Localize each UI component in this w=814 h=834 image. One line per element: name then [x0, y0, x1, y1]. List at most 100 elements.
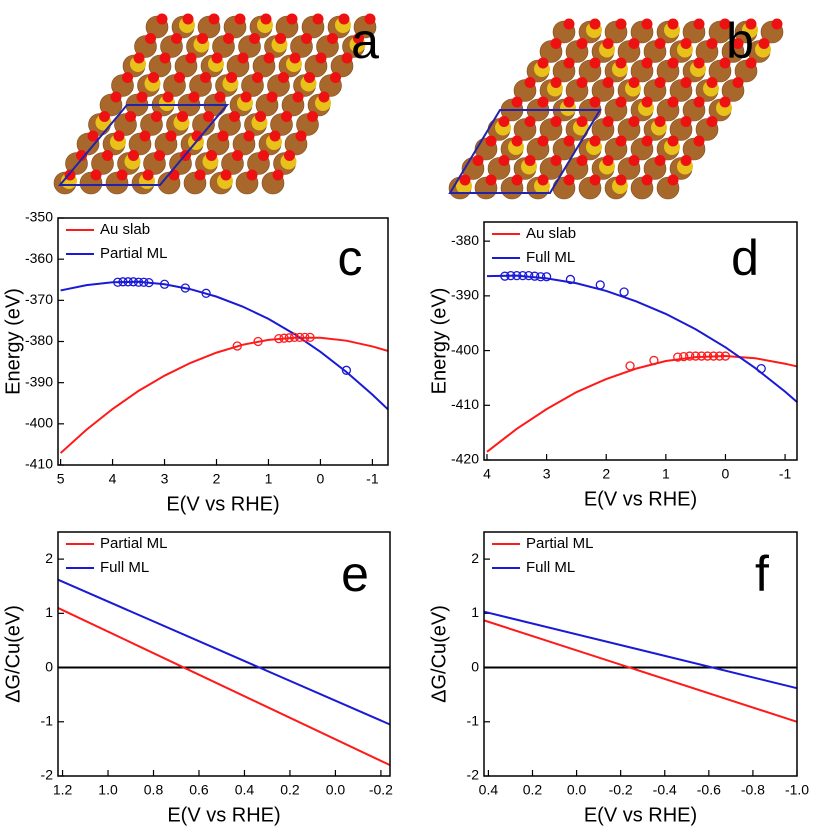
x-axis-title: E(V vs RHE): [166, 493, 279, 515]
line: [487, 276, 797, 402]
atom: [668, 19, 679, 30]
x-tick-label: 0.0: [326, 782, 346, 798]
x-tick-label: 5: [57, 471, 65, 487]
panel-label: c: [338, 230, 363, 286]
atom: [293, 92, 304, 103]
atom: [252, 72, 263, 83]
x-tick-label: -1.0: [785, 782, 809, 798]
atom: [203, 111, 214, 122]
atom: [232, 150, 243, 161]
atom: [281, 111, 292, 122]
atom: [145, 33, 156, 44]
x-tick-label: 0: [317, 471, 325, 487]
panel-label: f: [755, 546, 769, 602]
atom: [642, 58, 653, 69]
x-tick-label: -0.8: [741, 782, 765, 798]
atom: [668, 136, 679, 147]
x-tick-label: 1.2: [53, 782, 73, 798]
marker: [596, 281, 604, 289]
x-tick-label: -0.4: [653, 782, 677, 798]
x-tick-label: -1: [779, 466, 792, 482]
atom: [681, 116, 692, 127]
atom: [681, 155, 692, 166]
y-axis-title: ΔG/Cu(eV): [2, 605, 24, 703]
x-tick-label: 0.2: [523, 782, 543, 798]
atom: [616, 97, 627, 108]
atom: [616, 58, 627, 69]
atom: [304, 72, 315, 83]
atom: [287, 14, 298, 25]
atom: [154, 150, 165, 161]
atom: [564, 136, 575, 147]
y-tick-label: -400: [25, 415, 53, 431]
atom: [733, 77, 744, 88]
x-tick-label: 1: [265, 471, 273, 487]
atom: [255, 111, 266, 122]
atom: [284, 150, 295, 161]
atom: [772, 19, 783, 30]
atom: [296, 131, 307, 142]
y-tick-label: -350: [25, 209, 53, 225]
atom: [525, 155, 536, 166]
line: [484, 612, 797, 688]
x-tick-label: 3: [543, 466, 551, 482]
legend-label: Full ML: [100, 559, 149, 576]
atom: [577, 116, 588, 127]
atom: [229, 111, 240, 122]
atom: [720, 97, 731, 108]
atom: [525, 77, 536, 88]
atom: [564, 58, 575, 69]
atom: [174, 72, 185, 83]
atom: [114, 131, 125, 142]
atom: [221, 170, 232, 181]
atom: [91, 170, 102, 181]
atom: [330, 72, 341, 83]
y-tick-label: -2: [41, 767, 54, 783]
atom: [258, 150, 269, 161]
line: [487, 356, 797, 452]
y-tick-label: -380: [451, 232, 479, 248]
atom: [603, 155, 614, 166]
atom: [707, 77, 718, 88]
atom: [157, 14, 168, 25]
atom: [261, 14, 272, 25]
atom: [590, 19, 601, 30]
y-tick-label: -410: [25, 456, 53, 472]
atom: [473, 155, 484, 166]
atom: [249, 33, 260, 44]
y-tick-label: 1: [45, 604, 53, 620]
atom: [223, 33, 234, 44]
x-tick-label: 2: [213, 471, 221, 487]
atom: [551, 77, 562, 88]
atom: [538, 136, 549, 147]
atom: [590, 58, 601, 69]
atom: [551, 155, 562, 166]
chart: 43210-1-420-410-400-390-380Au slabFull M…: [428, 222, 797, 510]
legend-label: Full ML: [526, 559, 575, 576]
legend-label: Partial ML: [100, 245, 168, 262]
atom: [590, 136, 601, 147]
x-axis-title: E(V vs RHE): [584, 804, 697, 826]
atom: [183, 14, 194, 25]
atom: [538, 97, 549, 108]
atom: [102, 150, 113, 161]
atom: [151, 111, 162, 122]
x-tick-label: 1.0: [98, 782, 118, 798]
atom: [215, 92, 226, 103]
atom: [603, 38, 614, 49]
atom: [629, 77, 640, 88]
atom: [759, 38, 770, 49]
panel-label: d: [731, 230, 759, 286]
y-tick-label: -1: [41, 712, 54, 728]
y-axis-title: Energy (eV): [2, 288, 24, 395]
atom: [499, 116, 510, 127]
atom: [163, 92, 174, 103]
atom: [577, 77, 588, 88]
atom: [128, 150, 139, 161]
atom: [642, 136, 653, 147]
x-tick-label: -0.2: [369, 782, 393, 798]
atom: [327, 33, 338, 44]
atom: [512, 136, 523, 147]
atom: [209, 14, 220, 25]
atom: [603, 77, 614, 88]
